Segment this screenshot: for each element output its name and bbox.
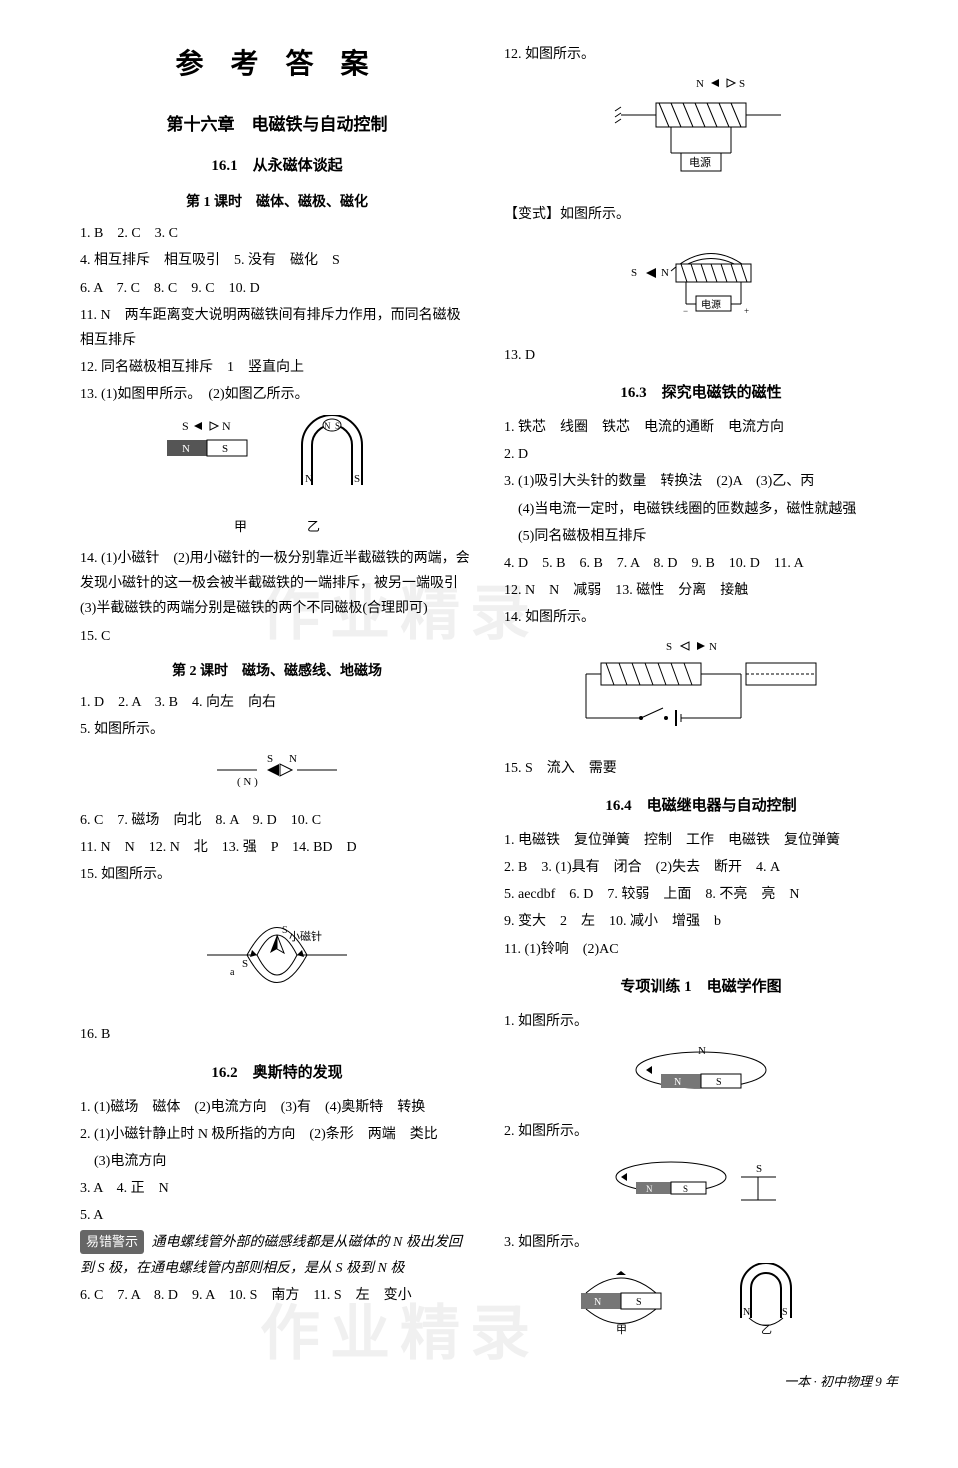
- hint-line: 易错警示 通电螺线管外部的磁感线都是从磁体的 N 极出发回到 S 极，在通电螺线…: [80, 1230, 474, 1280]
- section-16-1-title: 16.1 从永磁体谈起: [80, 153, 474, 180]
- answer-line: 4. 相互排斥 相互吸引 5. 没有 磁化 S: [80, 248, 474, 273]
- svg-text:S: S: [739, 78, 745, 90]
- answer-line: 2. D: [504, 442, 898, 467]
- figure-12: N S 电源: [504, 75, 898, 194]
- svg-text:S: S: [636, 1297, 642, 1308]
- answer-line: 1. B 2. C 3. C: [80, 221, 474, 246]
- figure-13: S N N S N S N S 甲 乙: [80, 415, 474, 538]
- answer-line: 12. N N 减弱 13. 磁性 分离 接触: [504, 578, 898, 603]
- section-16-2-title: 16.2 奥斯特的发现: [80, 1060, 474, 1087]
- svg-text:S: S: [222, 443, 228, 455]
- svg-text:N: N: [698, 1045, 706, 1057]
- figure-sp2: N S S: [504, 1152, 898, 1221]
- svg-text:N: N: [289, 753, 297, 765]
- answer-line: (3)电流方向: [80, 1149, 474, 1174]
- svg-text:a: a: [230, 967, 235, 978]
- svg-text:+: +: [744, 306, 749, 316]
- answer-line: 11. N N 12. N 北 13. 强 P 14. BD D: [80, 835, 474, 860]
- svg-text:N: N: [594, 1297, 601, 1308]
- answer-line: 15. 如图所示。: [80, 862, 474, 887]
- answer-line: 3. 如图所示。: [504, 1230, 898, 1255]
- svg-text:S: S: [683, 1184, 688, 1194]
- answer-line: 16. B: [80, 1022, 474, 1047]
- figure-15: S S 小磁针 a: [80, 895, 474, 1014]
- section-16-4-title: 16.4 电磁继电器与自动控制: [504, 793, 898, 820]
- svg-text:N: N: [661, 267, 669, 279]
- answer-line: 9. 变大 2 左 10. 减小 增强 b: [504, 909, 898, 934]
- svg-text:甲: 甲: [616, 1324, 627, 1336]
- answer-line: 13. (1)如图甲所示。 (2)如图乙所示。: [80, 382, 474, 407]
- answer-line: 14. (1)小磁针 (2)用小磁针的一极分别靠近半截磁铁的两端，会发现小磁针的…: [80, 546, 474, 622]
- svg-text:S: S: [666, 641, 672, 653]
- svg-text:S: S: [756, 1163, 762, 1175]
- answer-line: 1. 铁芯 线圈 铁芯 电流的通断 电流方向: [504, 415, 898, 440]
- svg-text:S: S: [716, 1077, 722, 1088]
- svg-text:N: N: [696, 78, 704, 90]
- answer-line: 1. 如图所示。: [504, 1009, 898, 1034]
- chapter-title: 第十六章 电磁铁与自动控制: [80, 110, 474, 141]
- svg-text:S: S: [335, 421, 340, 431]
- svg-text:N: N: [674, 1077, 681, 1088]
- answer-line: 5. aecdbf 6. D 7. 较弱 上面 8. 不亮 亮 N: [504, 882, 898, 907]
- lesson-1-title: 第 1 课时 磁体、磁极、磁化: [80, 190, 474, 215]
- answer-line: 4. D 5. B 6. B 7. A 8. D 9. B 10. D 11. …: [504, 551, 898, 576]
- answer-line: 12. 同名磁极相互排斥 1 竖直向上: [80, 355, 474, 380]
- svg-text:N: N: [182, 443, 190, 455]
- answer-line: 6. C 7. A 8. D 9. A 10. S 南方 11. S 左 变小: [80, 1283, 474, 1308]
- svg-text:−: −: [683, 306, 688, 316]
- answer-line: 6. A 7. C 8. C 9. C 10. D: [80, 276, 474, 301]
- hint-label: 易错警示: [80, 1230, 144, 1253]
- answer-line: 3. (1)吸引大头针的数量 转换法 (2)A (3)乙、丙: [504, 469, 898, 494]
- answer-line: 6. C 7. 磁场 向北 8. A 9. D 10. C: [80, 808, 474, 833]
- figure-14-right: S N: [504, 638, 898, 747]
- svg-text:电源: 电源: [701, 298, 721, 311]
- answer-line: 5. 如图所示。: [80, 717, 474, 742]
- answer-line: 3. A 4. 正 N: [80, 1176, 474, 1201]
- section-16-3-title: 16.3 探究电磁铁的磁性: [504, 380, 898, 407]
- answer-line: 11. (1)铃响 (2)AC: [504, 937, 898, 962]
- answer-line: 12. 如图所示。: [504, 42, 898, 67]
- lesson-2-title: 第 2 课时 磁场、磁感线、地磁场: [80, 659, 474, 684]
- svg-text:S: S: [267, 753, 273, 765]
- svg-text:( N ): ( N ): [237, 776, 258, 788]
- svg-text:电源: 电源: [689, 155, 711, 169]
- special-1-title: 专项训练 1 电磁学作图: [504, 974, 898, 1001]
- figure-sp3: N S 甲 N S 乙: [504, 1263, 898, 1352]
- answer-line: 1. D 2. A 3. B 4. 向左 向右: [80, 690, 474, 715]
- figure-5: S N ( N ): [80, 750, 474, 799]
- page-footer: 一本 · 初中物理 9 年: [80, 1370, 898, 1393]
- answer-line: 13. D: [504, 343, 898, 368]
- fig-caption: 乙: [307, 515, 320, 538]
- figure-sp1: N N S: [504, 1042, 898, 1111]
- answer-line: 5. A: [80, 1203, 474, 1228]
- answer-line: 15. S 流入 需要: [504, 756, 898, 781]
- svg-text:N: N: [305, 473, 313, 485]
- answer-line: 14. 如图所示。: [504, 605, 898, 630]
- answer-line: 1. 电磁铁 复位弹簧 控制 工作 电磁铁 复位弹簧: [504, 828, 898, 853]
- svg-text:N: N: [743, 1307, 750, 1318]
- svg-text:N: N: [709, 641, 717, 653]
- answer-line: (4)当电流一定时，电磁铁线圈的匝数越多，磁性就越强: [504, 497, 898, 522]
- fig-caption: 甲: [234, 515, 247, 538]
- svg-text:S: S: [631, 267, 637, 279]
- answer-line: 2. (1)小磁针静止时 N 极所指的方向 (2)条形 两端 类比: [80, 1122, 474, 1147]
- answer-line: 1. (1)磁场 磁体 (2)电流方向 (3)有 (4)奥斯特 转换: [80, 1095, 474, 1120]
- answer-line: 11. N 两车距离变大说明两磁铁间有排斥力作用，而同名磁极相互排斥: [80, 303, 474, 353]
- answer-line: 15. C: [80, 624, 474, 649]
- variant-label: 【变式】如图所示。: [504, 202, 898, 227]
- svg-text:N: N: [646, 1184, 653, 1194]
- svg-text:S: S: [242, 958, 248, 970]
- answer-line: (5)同名磁极相互排斥: [504, 524, 898, 549]
- svg-text:S: S: [182, 419, 189, 433]
- svg-text:S: S: [782, 1307, 788, 1318]
- svg-text:S: S: [354, 473, 360, 485]
- svg-text:N: N: [324, 421, 331, 431]
- figure-variant: S N 电源 − +: [504, 236, 898, 335]
- svg-text:N: N: [222, 419, 231, 433]
- svg-text:乙: 乙: [761, 1323, 772, 1336]
- answer-line: 2. B 3. (1)具有 闭合 (2)失去 断开 4. A: [504, 855, 898, 880]
- answer-line: 2. 如图所示。: [504, 1119, 898, 1144]
- main-title: 参 考 答 案: [80, 40, 474, 90]
